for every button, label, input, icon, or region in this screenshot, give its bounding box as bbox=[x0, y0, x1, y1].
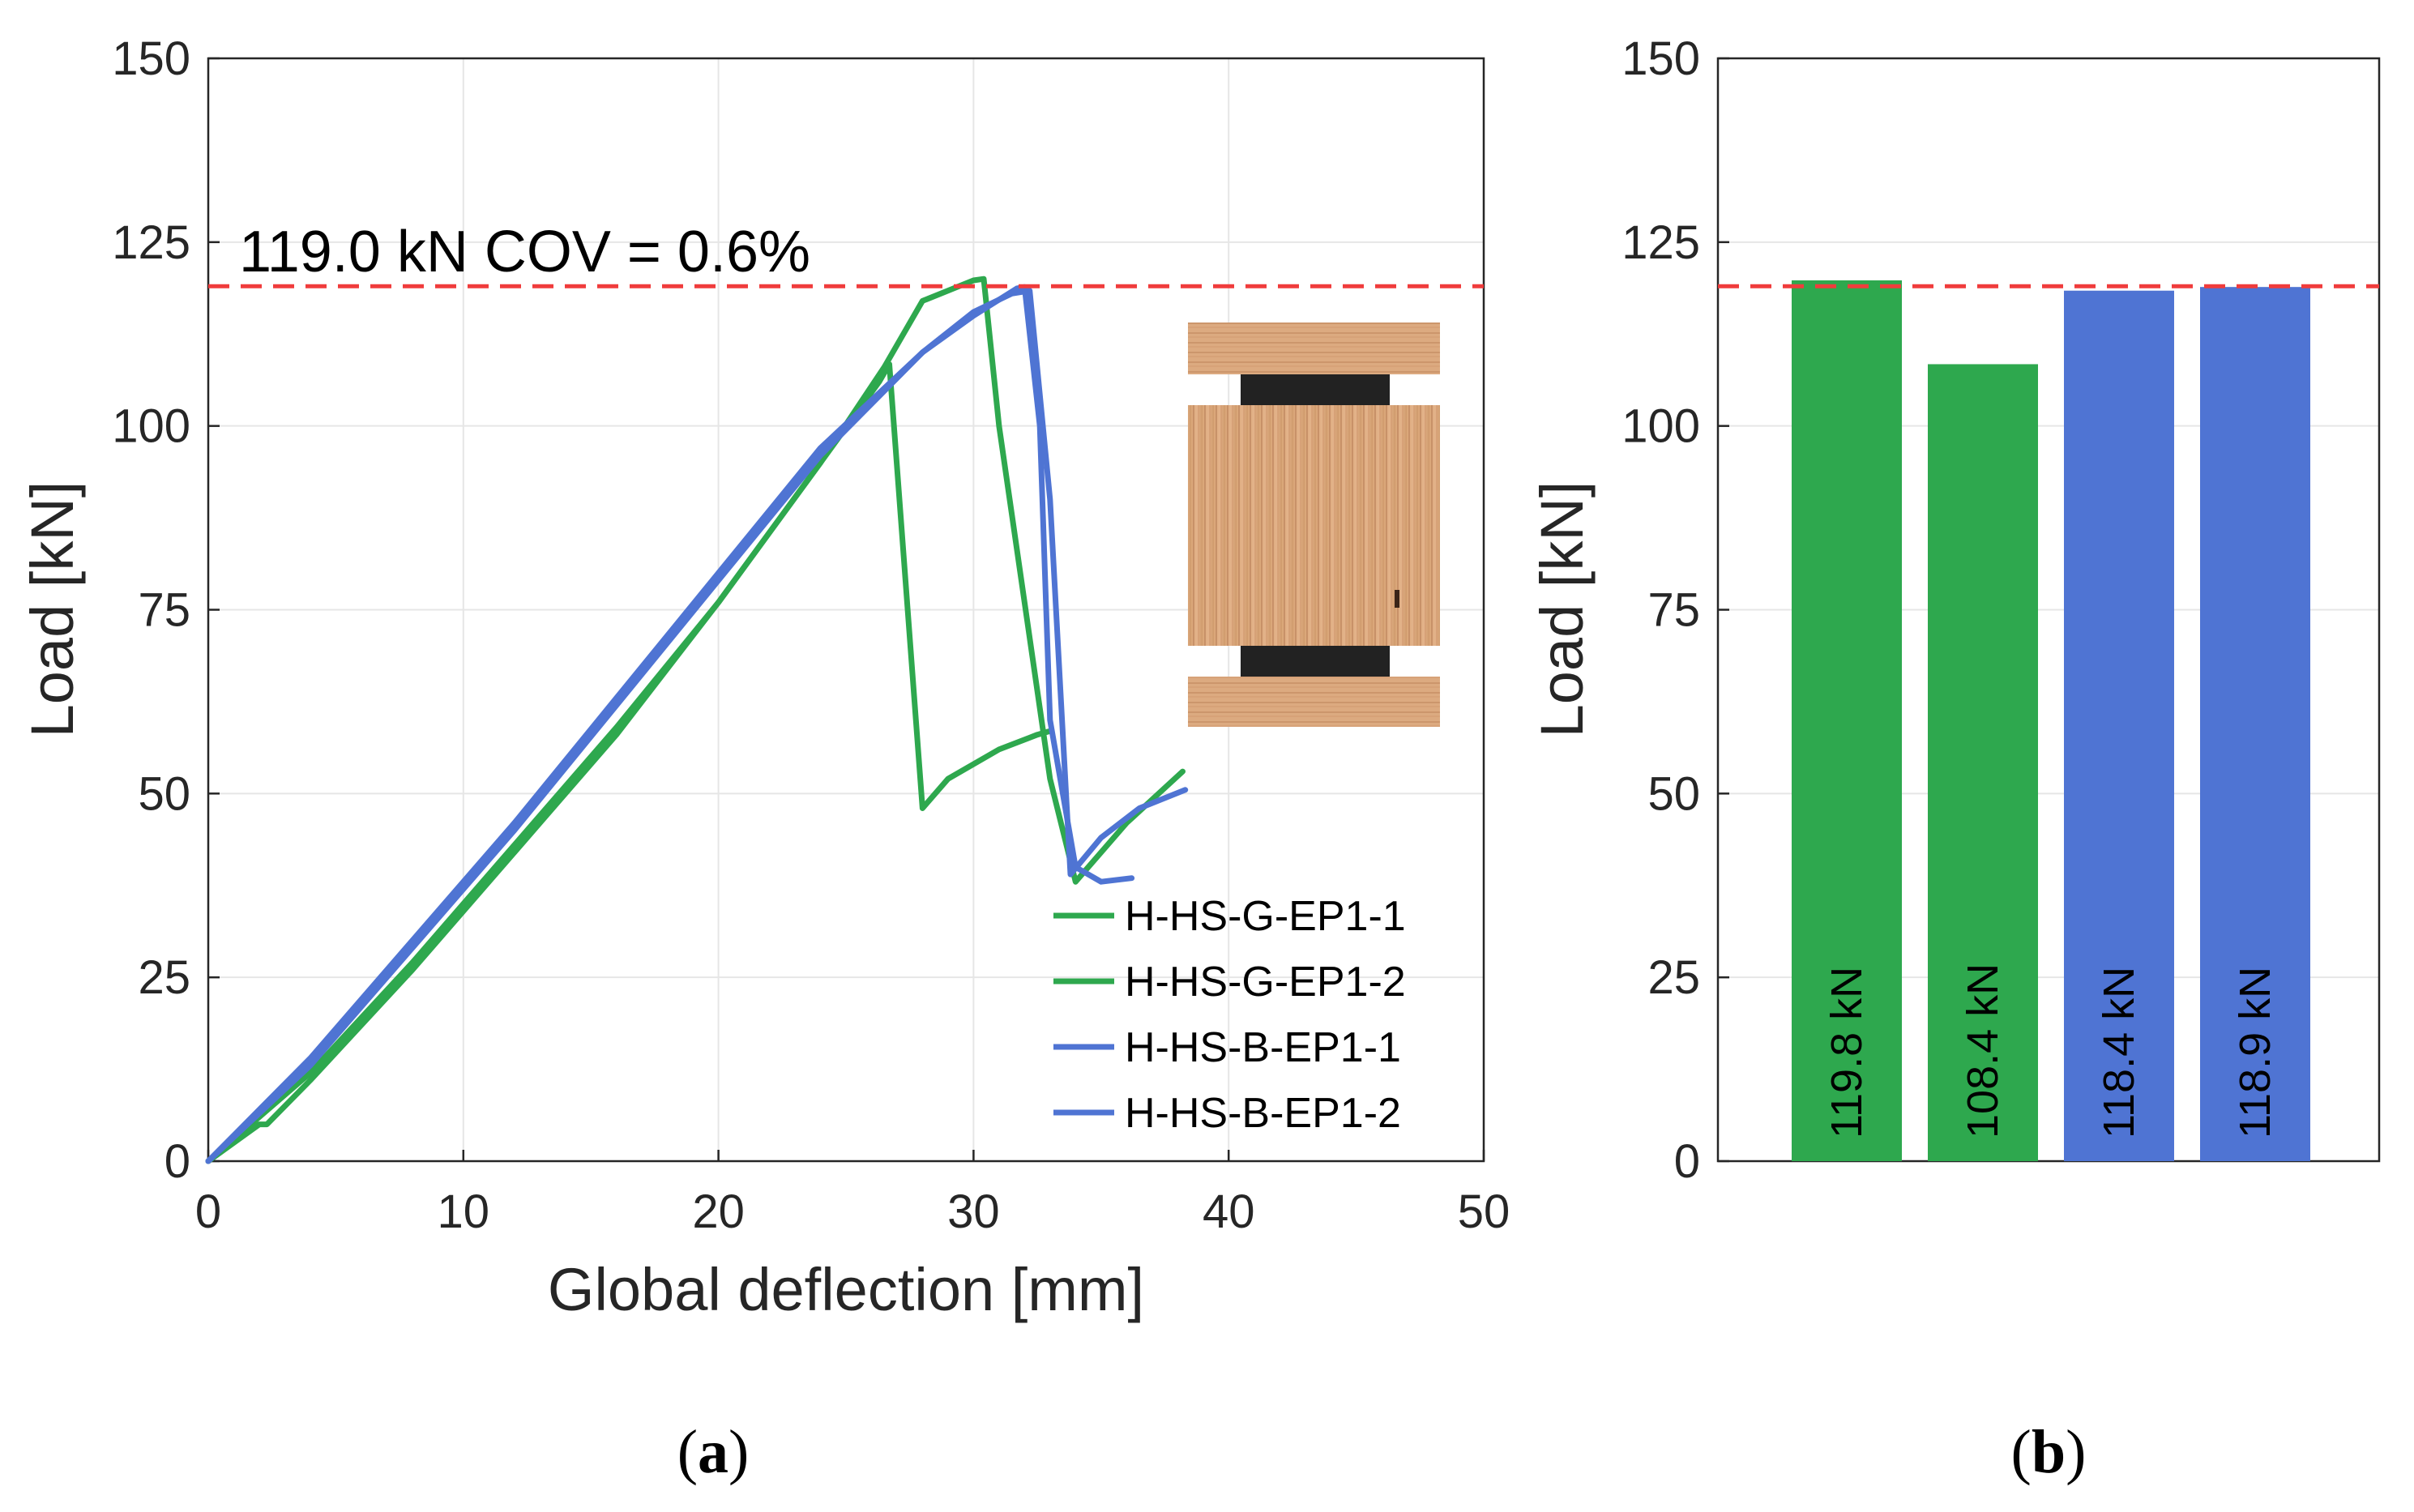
bar-value-label: 119.8 kN bbox=[1822, 967, 1871, 1138]
y-tick-label: 25 bbox=[1647, 951, 1700, 1004]
x-tick-label: 50 bbox=[1458, 1185, 1510, 1238]
x-tick-label: 10 bbox=[438, 1185, 490, 1238]
x-tick-label: 30 bbox=[947, 1185, 1000, 1238]
y-tick-label: 50 bbox=[1647, 767, 1700, 820]
bar-value-label: 108.4 kN bbox=[1959, 963, 2007, 1138]
y-tick-label: 150 bbox=[1621, 32, 1700, 85]
y-tick-label: 25 bbox=[138, 951, 190, 1004]
y-tick-label: 100 bbox=[1621, 400, 1700, 453]
panel-a-tick-labels: 0 10 20 30 40 50 0 25 50 75 100 125 150 bbox=[112, 32, 1510, 1238]
bar-value-label: 118.4 kN bbox=[2095, 967, 2143, 1138]
y-tick-label: 0 bbox=[1674, 1135, 1700, 1188]
y-tick-label: 100 bbox=[112, 400, 190, 453]
bar bbox=[2200, 287, 2310, 1161]
reference-line-annotation: 119.0 kN COV = 0.6% bbox=[239, 220, 810, 284]
caption-b: (b) bbox=[2011, 1418, 2087, 1486]
panel-b-bar-chart: 0 25 50 75 100 125 150 Load [kN] 119.8 kN 108.4… bbox=[1528, 32, 2381, 1486]
legend-entry-label: H-HS-B-EP1-1 bbox=[1125, 1024, 1401, 1071]
panel-a-line-chart: 0 10 20 30 40 50 0 25 50 75 100 125 150 Global defle… bbox=[19, 32, 1510, 1486]
panel-a-x-axis-label: Global deflection [mm] bbox=[548, 1256, 1144, 1323]
y-tick-label: 150 bbox=[112, 32, 190, 85]
panel-b-axes-box bbox=[1716, 57, 2381, 1163]
series-line-h-hs-b-ep1-2 bbox=[205, 284, 1135, 1164]
caption-a: (a) bbox=[677, 1418, 750, 1486]
x-tick-label: 40 bbox=[1203, 1185, 1255, 1238]
bar bbox=[1928, 364, 2038, 1161]
panel-b-y-axis-label: Load [kN] bbox=[1528, 481, 1596, 738]
bar-value-label: 118.9 kN bbox=[2231, 967, 2279, 1138]
y-tick-label: 125 bbox=[1621, 216, 1700, 269]
panel-a-legend: H-HS-G-EP1-1 H-HS-G-EP1-2 H-HS-B-EP1-1 H-HS… bbox=[1053, 893, 1406, 1137]
y-tick-label: 0 bbox=[164, 1135, 190, 1188]
x-tick-label: 20 bbox=[692, 1185, 745, 1238]
y-tick-label: 50 bbox=[138, 767, 190, 820]
legend-entry-label: H-HS-B-EP1-2 bbox=[1125, 1090, 1401, 1137]
y-tick-label: 75 bbox=[1647, 584, 1700, 637]
specimen-photo-inset bbox=[1188, 322, 1440, 727]
bar bbox=[2064, 290, 2174, 1162]
legend-entry-label: H-HS-G-EP1-2 bbox=[1125, 959, 1406, 1006]
bar bbox=[1792, 280, 1902, 1162]
legend-entry-label: H-HS-G-EP1-1 bbox=[1125, 893, 1406, 940]
panel-a-series bbox=[205, 275, 1189, 1164]
panel-b-tick-labels: 0 25 50 75 100 125 150 bbox=[1621, 32, 1700, 1188]
panel-a-axes-box bbox=[207, 57, 1485, 1163]
panel-a-y-axis-label: Load [kN] bbox=[19, 481, 86, 738]
x-tick-label: 0 bbox=[195, 1185, 221, 1238]
y-tick-label: 125 bbox=[112, 216, 190, 269]
y-tick-label: 75 bbox=[138, 584, 190, 637]
panel-b-bars: 119.8 kN 108.4 kN 118.4 kN 118.9 kN bbox=[1792, 280, 2310, 1162]
